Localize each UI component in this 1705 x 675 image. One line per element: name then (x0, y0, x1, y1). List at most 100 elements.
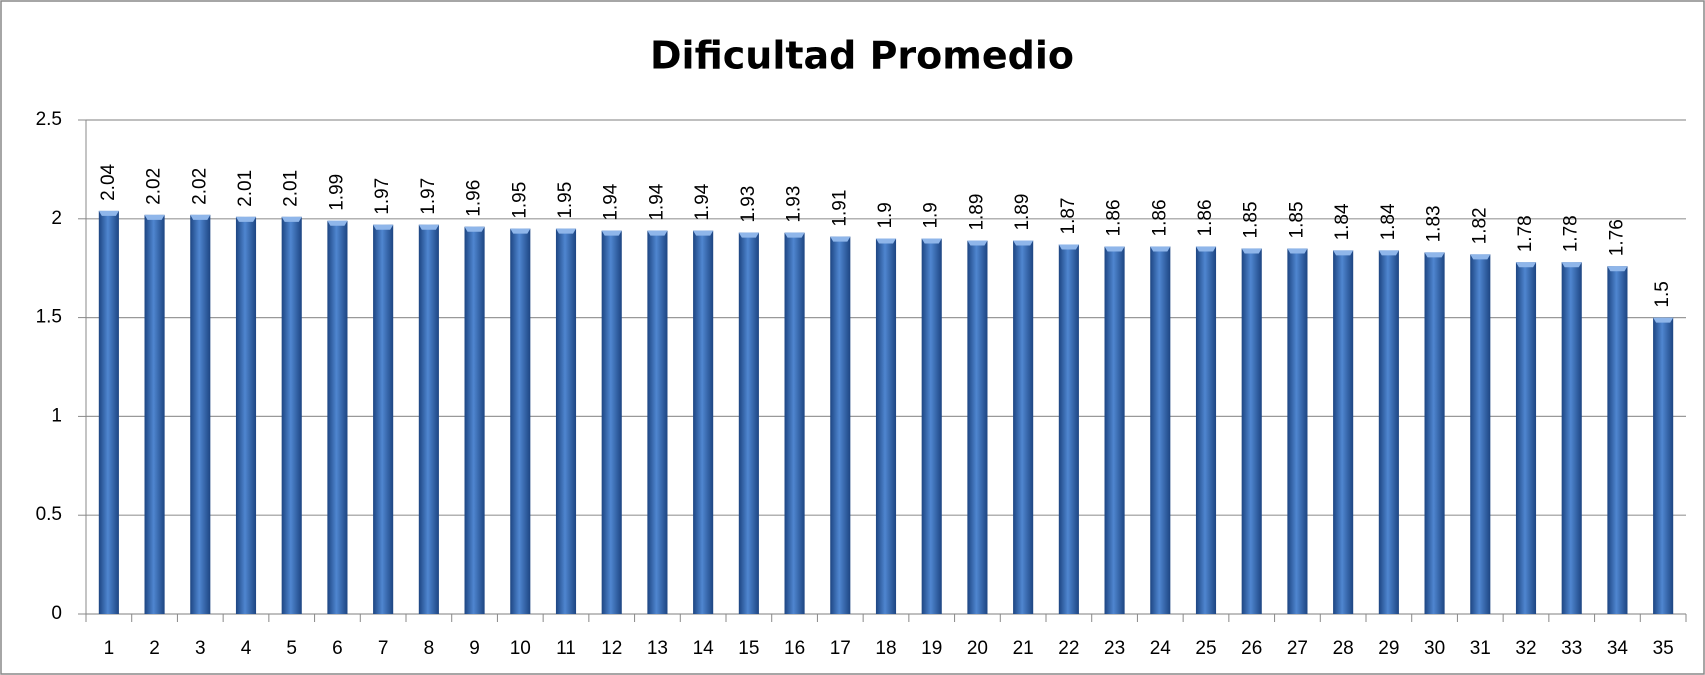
bar-cap (98, 210, 119, 216)
bar-cap (235, 216, 257, 222)
value-label: 1.96 (464, 180, 485, 217)
bar (144, 214, 165, 614)
x-tick-label: 34 (1607, 638, 1629, 659)
bar (1150, 246, 1171, 615)
x-tick-label: 24 (1150, 638, 1172, 659)
bar-cap (1378, 250, 1399, 256)
y-tick-label: 0 (51, 603, 62, 624)
bar (1470, 254, 1491, 615)
bar (738, 232, 759, 614)
x-tick-label: 3 (195, 638, 206, 659)
value-label: 1.84 (1332, 203, 1353, 240)
value-label: 1.97 (372, 178, 393, 215)
bar-cap (601, 230, 622, 236)
x-tick-label: 14 (693, 638, 715, 659)
x-tick-label: 22 (1058, 638, 1079, 659)
value-label: 1.89 (966, 194, 987, 231)
y-tick-label: 1 (51, 405, 62, 426)
bar (967, 240, 988, 614)
bar (510, 228, 531, 614)
x-tick-label: 27 (1287, 638, 1308, 659)
x-tick-label: 33 (1561, 638, 1582, 659)
value-label: 1.89 (1012, 194, 1033, 231)
x-tick-label: 29 (1378, 638, 1399, 659)
bar (830, 236, 851, 615)
x-tick-label: 11 (556, 638, 576, 659)
bar (1013, 240, 1034, 614)
value-label: 1.95 (555, 182, 576, 219)
bar (1515, 262, 1537, 614)
bar (784, 232, 805, 614)
y-tick-label: 0.5 (36, 504, 62, 525)
x-tick-label: 35 (1653, 638, 1674, 659)
x-tick-label: 30 (1424, 638, 1445, 659)
bar (281, 216, 302, 614)
bar-cap (1561, 262, 1582, 268)
bar (373, 224, 394, 614)
value-label: 2.01 (235, 170, 256, 207)
value-label: 1.78 (1561, 215, 1582, 252)
x-tick-label: 32 (1515, 638, 1536, 659)
bar (190, 214, 211, 614)
x-tick-label: 8 (424, 638, 435, 659)
bar-cap (921, 238, 942, 244)
y-tick-label: 2 (51, 208, 62, 229)
bar-cap (1150, 246, 1171, 252)
bar-cap (967, 240, 988, 246)
bar (1607, 266, 1628, 614)
value-label: 2.01 (281, 170, 302, 207)
value-label: 1.85 (1286, 201, 1307, 238)
value-label: 1.86 (1104, 199, 1125, 236)
bar-cap (1104, 246, 1125, 252)
bar (1378, 250, 1399, 614)
bar (1241, 248, 1262, 614)
bar-cap (693, 230, 714, 236)
bar (98, 210, 119, 614)
x-tick-label: 23 (1104, 638, 1125, 659)
bar-cap (1241, 248, 1262, 254)
value-label: 1.86 (1195, 199, 1216, 236)
x-tick-label: 5 (286, 638, 297, 659)
value-label: 1.9 (875, 202, 896, 228)
value-label: 2.02 (144, 168, 165, 205)
bar-cap (1515, 262, 1537, 268)
x-tick-label: 17 (830, 638, 851, 659)
bar (921, 238, 942, 614)
value-label: 1.93 (784, 186, 805, 223)
x-tick-label: 2 (149, 638, 160, 659)
x-tick-label: 28 (1333, 638, 1354, 659)
x-tick-label: 13 (647, 638, 668, 659)
bar-cap (190, 214, 211, 220)
bar-cap (875, 238, 897, 244)
value-label: 2.04 (98, 163, 119, 200)
y-tick-label: 2.5 (36, 109, 62, 130)
value-label: 1.86 (1149, 199, 1170, 236)
x-tick-label: 26 (1241, 638, 1262, 659)
x-tick-label: 19 (921, 638, 942, 659)
value-label: 1.94 (601, 183, 622, 220)
bar-cap (1195, 246, 1217, 252)
bar-cap (327, 220, 348, 226)
x-tick-label: 10 (510, 638, 531, 659)
x-tick-label: 31 (1470, 638, 1491, 659)
bar-cap (1058, 244, 1079, 250)
bar-cap (510, 228, 531, 234)
bar (1653, 317, 1674, 614)
bar (1424, 252, 1445, 614)
bar (327, 220, 348, 614)
bar-cap (418, 224, 439, 230)
y-tick-label: 1.5 (36, 307, 62, 328)
bar-cap (464, 226, 485, 232)
bar-cap (281, 216, 302, 222)
bar (418, 224, 439, 614)
x-tick-label: 25 (1195, 638, 1216, 659)
value-label: 1.94 (646, 183, 667, 220)
x-tick-label: 7 (378, 638, 389, 659)
bar-cap (1013, 240, 1034, 246)
bar-cap (647, 230, 668, 236)
x-tick-label: 21 (1013, 638, 1034, 659)
bar-cap (555, 228, 577, 234)
x-tick-label: 12 (601, 638, 622, 659)
